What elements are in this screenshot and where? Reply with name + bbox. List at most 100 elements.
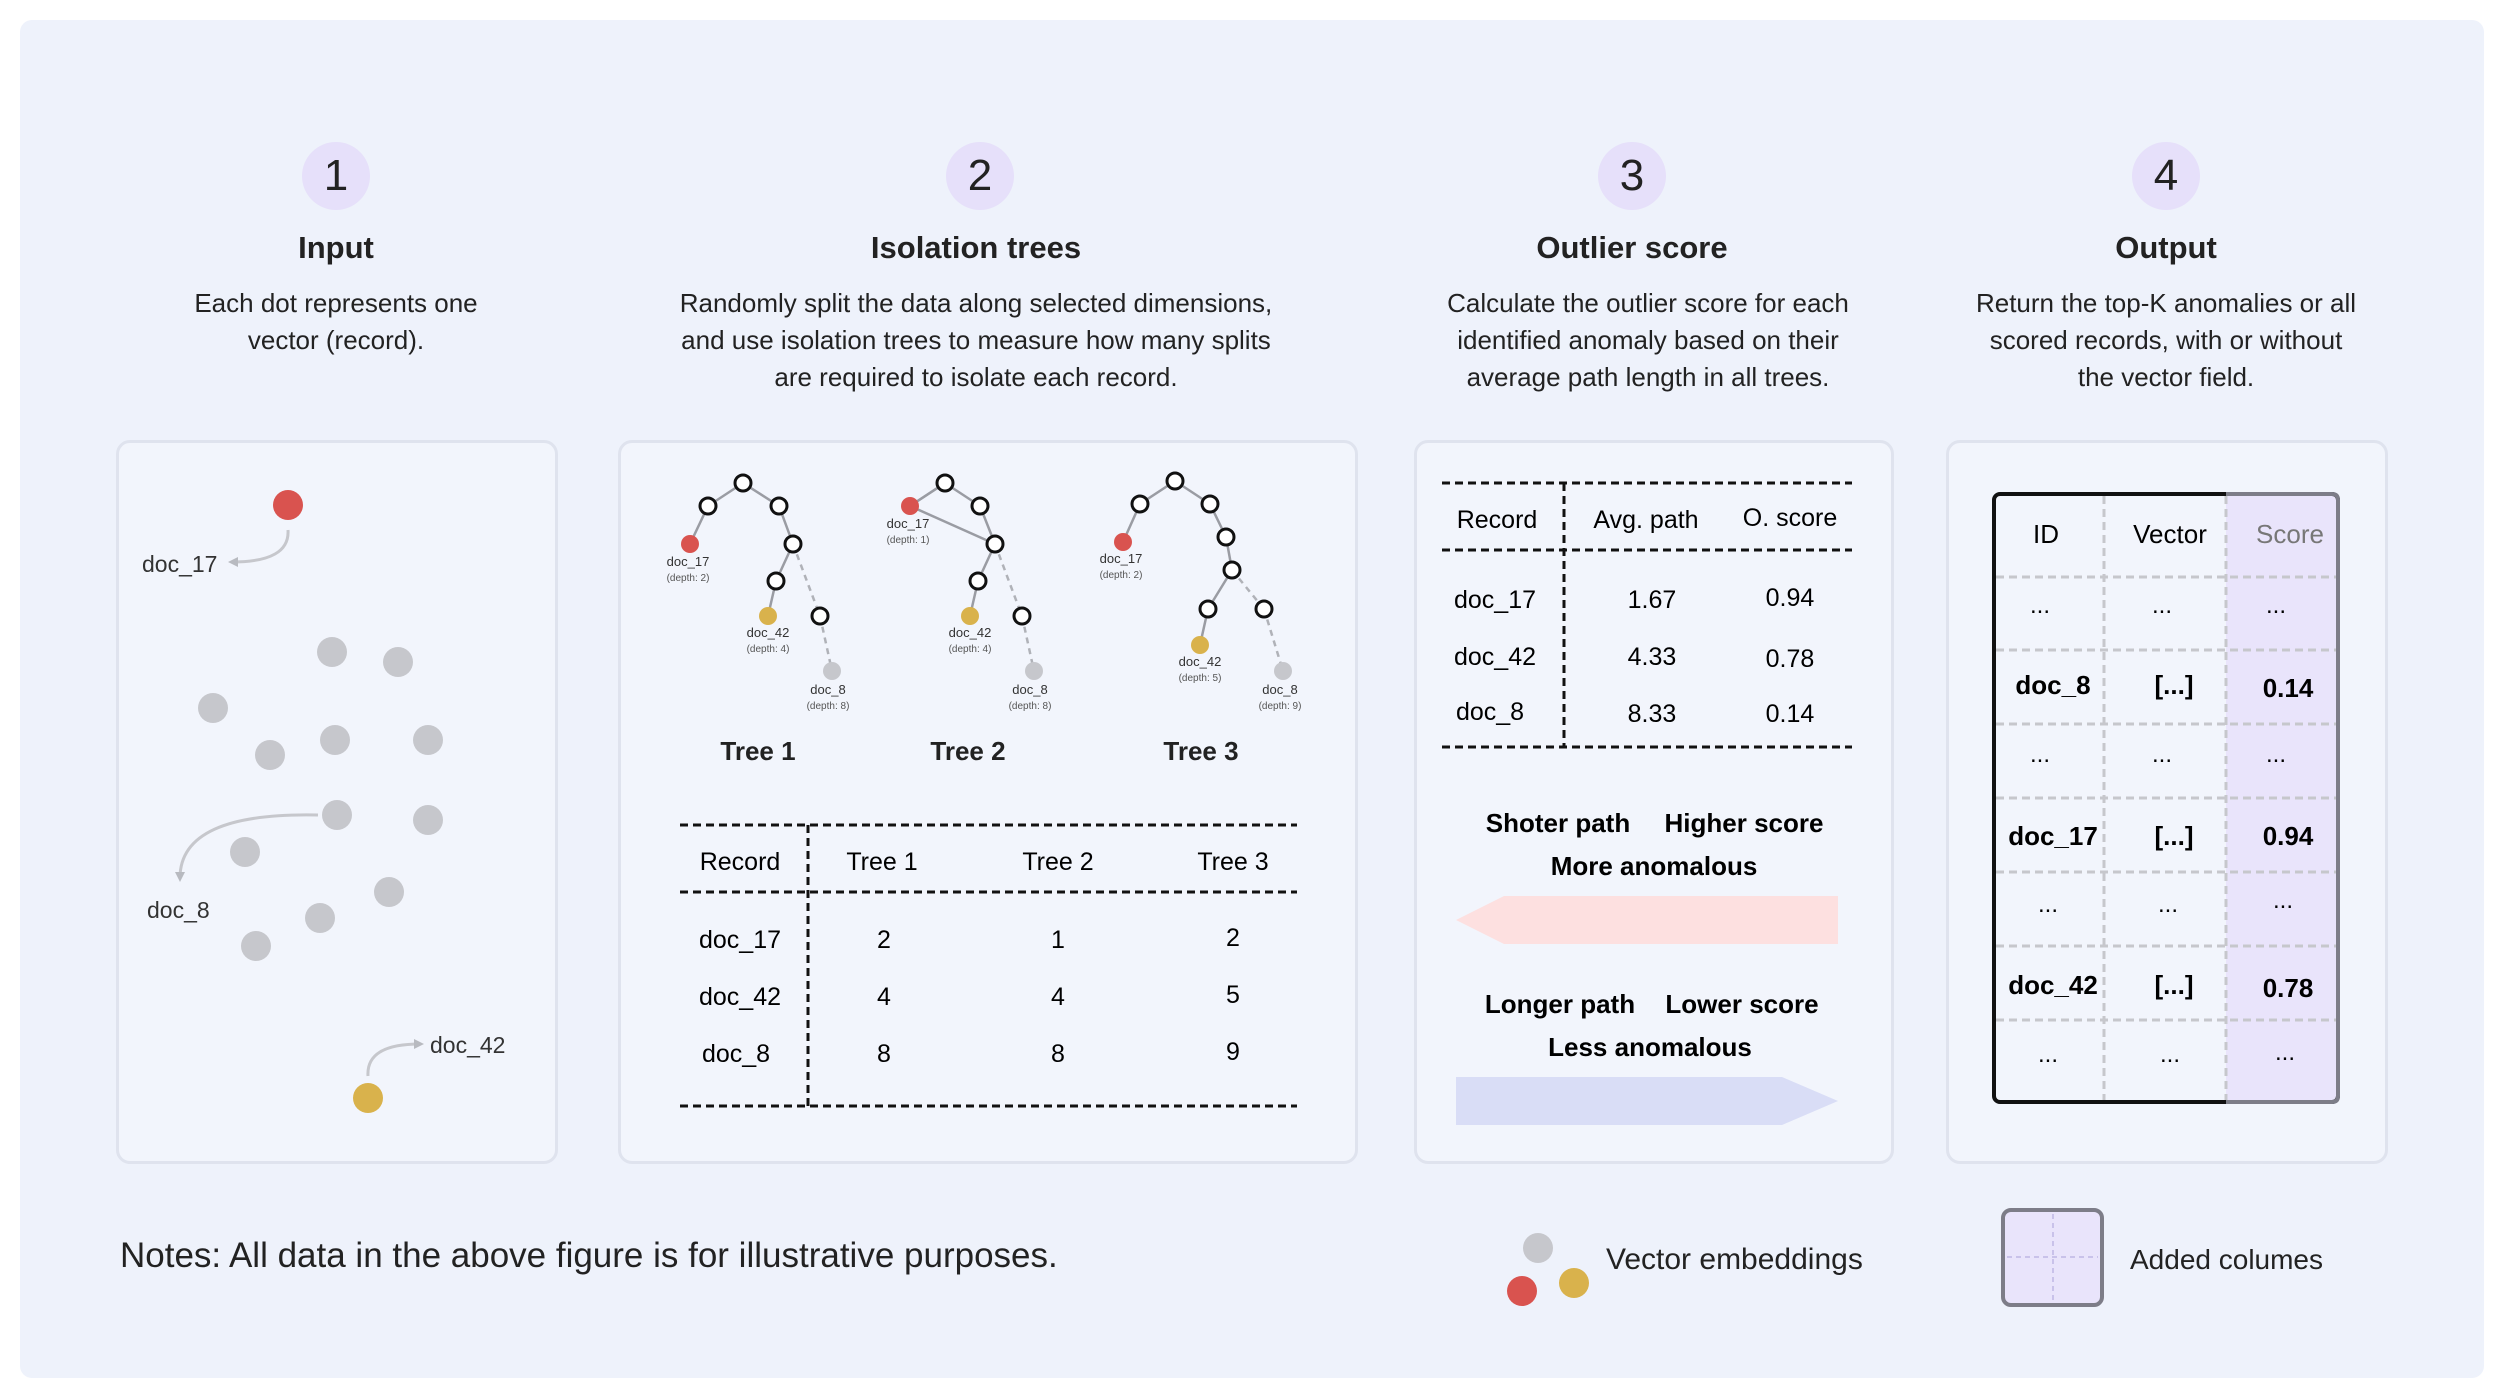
- step-1-desc-line: vector (record).: [247, 325, 425, 355]
- vector-dot-doc42: [353, 1083, 383, 1113]
- leaf-doc17: [681, 535, 699, 553]
- vector-dot: [413, 725, 443, 755]
- leaf-depth: (depth: 8): [807, 701, 850, 712]
- output-header: Vector: [2133, 519, 2207, 549]
- vector-dot: [383, 647, 413, 677]
- step-2-desc-line: are required to isolate each record.: [774, 362, 1178, 392]
- vector-dot: [320, 725, 350, 755]
- leaf-depth: (depth: 5): [1179, 673, 1222, 684]
- tree-name: Tree 1: [720, 736, 795, 766]
- leaf-doc8: [1025, 662, 1043, 680]
- output-cell: ...: [2038, 1041, 2058, 1068]
- output-cell: ...: [2160, 1041, 2180, 1068]
- output-cell: [...]: [2155, 670, 2194, 700]
- leaf-label: doc_17: [667, 554, 710, 569]
- depth-table: Record Tree 1 Tree 2 Tree 3 doc_17 2 1 2…: [680, 823, 1297, 1108]
- output-cell: ...: [2152, 592, 2172, 619]
- step-3-badge: 3: [1598, 142, 1666, 210]
- step-2-desc: Randomly split the data along selected d…: [626, 285, 1326, 396]
- score-cell: 0.14: [1766, 700, 1815, 728]
- vector-dot: [255, 740, 285, 770]
- output-table: ID Vector Score ... ... ... doc_8 [...] …: [1992, 492, 2340, 1104]
- leaf-label: doc_8: [810, 682, 845, 697]
- legend-added-columns-label: Added columes: [2130, 1244, 2324, 1275]
- depth-cell: 2: [1226, 924, 1240, 952]
- step-2-badge: 2: [946, 142, 1014, 210]
- depth-cell: doc_8: [702, 1040, 770, 1068]
- step-3-desc-line: Calculate the outlier score for each: [1447, 288, 1849, 318]
- notes-text: Notes: All data in the above figure is f…: [120, 1236, 1058, 1275]
- step-2-desc-line: and use isolation trees to measure how m…: [681, 325, 1271, 355]
- tree-name: Tree 2: [930, 736, 1005, 766]
- lower-score-label: Lower score: [1665, 989, 1818, 1019]
- leaf-doc42: [961, 607, 979, 625]
- leaf-depth: (depth: 2): [1100, 570, 1143, 581]
- step-1-desc: Each dot represents one vector (record).: [96, 285, 576, 359]
- leaf-label: doc_42: [747, 625, 790, 640]
- vector-dot: [198, 693, 228, 723]
- leaf-doc17: [901, 497, 919, 515]
- arrow-doc42: [366, 1039, 424, 1077]
- leaf-label: doc_8: [1262, 682, 1297, 697]
- output-cell: doc_42: [2008, 970, 2098, 1000]
- tree-name: Tree 3: [1163, 736, 1238, 766]
- score-header: O. score: [1743, 504, 1837, 532]
- depth-header: Tree 1: [846, 848, 917, 876]
- depth-header: Record: [700, 848, 781, 876]
- label-doc8: doc_8: [147, 897, 210, 923]
- step-3-title: Outlier score: [1536, 230, 1728, 265]
- legend-gray-dot: [1523, 1233, 1553, 1263]
- arrow-doc8: [175, 813, 319, 882]
- short-path-label: Shoter path: [1486, 808, 1630, 838]
- score-cell: doc_42: [1454, 643, 1536, 671]
- output-cell: 0.78: [2263, 973, 2314, 1003]
- output-cell: doc_8: [2015, 670, 2090, 700]
- vector-dot: [374, 877, 404, 907]
- output-cell: ...: [2275, 1039, 2295, 1066]
- depth-header: Tree 3: [1197, 848, 1268, 876]
- vector-dot: [305, 903, 335, 933]
- score-cell: doc_8: [1456, 698, 1524, 726]
- output-cell: ...: [2030, 741, 2050, 768]
- step-3-desc: Calculate the outlier score for each ide…: [1392, 285, 1904, 396]
- step-3-desc-line: average path length in all trees.: [1466, 362, 1830, 392]
- score-cell: doc_17: [1454, 586, 1536, 614]
- score-panel: [1414, 440, 1894, 1164]
- score-cell: 1.67: [1628, 586, 1677, 614]
- legend-red-dot: [1507, 1276, 1537, 1306]
- step-1-title: Input: [298, 230, 374, 265]
- output-cell: [...]: [2155, 821, 2194, 851]
- depth-cell: 5: [1226, 981, 1240, 1009]
- leaf-doc8: [823, 662, 841, 680]
- score-header: Avg. path: [1593, 506, 1698, 534]
- leaf-depth: (depth: 9): [1259, 701, 1302, 712]
- vector-dot-doc8: [322, 800, 352, 830]
- output-cell: ...: [2273, 887, 2293, 914]
- more-anomalous-label: More anomalous: [1551, 851, 1758, 881]
- legend: [1507, 1208, 2104, 1307]
- leaf-label: doc_42: [949, 625, 992, 640]
- score-table: Record Avg. path O. score doc_17 1.67 0.…: [1442, 481, 1852, 749]
- output-cell: ...: [2038, 891, 2058, 918]
- step-2-title: Isolation trees: [870, 230, 1082, 265]
- vector-dot-doc17: [273, 490, 303, 520]
- higher-score-label: Higher score: [1665, 808, 1824, 838]
- input-scatter: doc_17 doc_8 doc_42: [142, 490, 505, 1113]
- label-doc42: doc_42: [430, 1032, 505, 1058]
- leaf-depth: (depth: 4): [747, 644, 790, 655]
- arrow-doc17: [228, 529, 290, 567]
- leaf-label: doc_17: [887, 516, 930, 531]
- label-doc17: doc_17: [142, 551, 217, 577]
- score-cell: 8.33: [1628, 700, 1677, 728]
- leaf-depth: (depth: 1): [887, 535, 930, 546]
- legend-yellow-dot: [1559, 1268, 1589, 1298]
- leaf-label: doc_42: [1179, 654, 1222, 669]
- anomaly-scale: Shoter path Higher score More anomalous …: [1456, 808, 1838, 1125]
- step-3-desc-line: identified anomaly based on their: [1457, 325, 1839, 355]
- legend-vector-embeddings-label: Vector embeddings: [1606, 1243, 1863, 1276]
- depth-cell: 8: [877, 1040, 891, 1068]
- less-anomalous-arrow: [1456, 1077, 1838, 1125]
- tree-1: doc_17 (depth: 2) doc_42 (depth: 4) doc_…: [667, 473, 850, 766]
- output-cell: doc_17: [2008, 821, 2098, 851]
